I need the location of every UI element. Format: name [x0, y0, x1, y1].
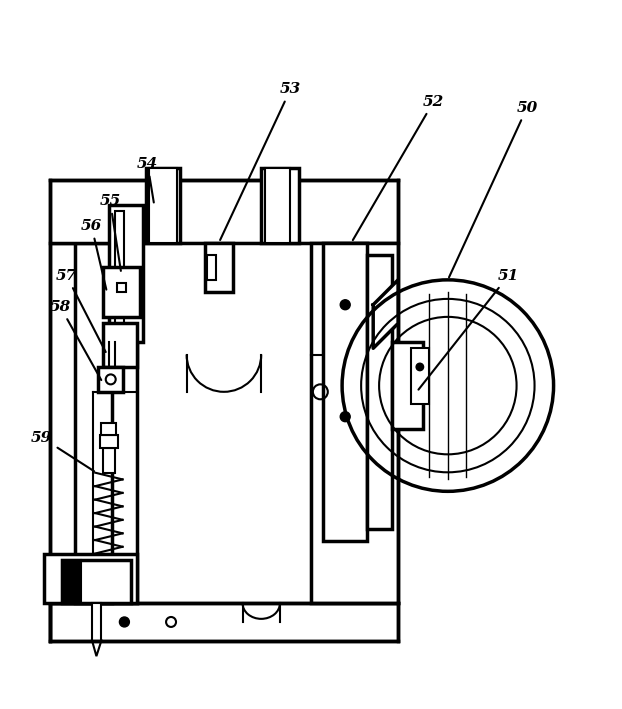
Bar	[205, 242, 233, 292]
Circle shape	[119, 617, 129, 627]
Bar	[75, 242, 112, 603]
Bar	[392, 342, 423, 429]
Bar	[44, 554, 137, 603]
Text: 57: 57	[56, 269, 106, 352]
Bar	[50, 180, 398, 242]
Text: 50: 50	[449, 101, 537, 277]
Polygon shape	[373, 280, 398, 348]
Bar	[103, 323, 137, 367]
Text: 56: 56	[81, 219, 106, 289]
Bar	[115, 211, 124, 336]
Text: 52: 52	[353, 95, 444, 240]
Text: 55: 55	[100, 194, 121, 271]
Bar	[100, 435, 118, 448]
Circle shape	[340, 300, 350, 310]
Text: 53: 53	[220, 82, 301, 240]
Bar	[146, 168, 180, 242]
Bar	[367, 255, 392, 529]
Bar	[265, 168, 290, 242]
Bar	[50, 242, 137, 603]
Bar	[149, 168, 177, 242]
Bar	[103, 448, 115, 473]
Bar	[411, 348, 429, 404]
Bar	[62, 560, 81, 603]
Text: 59: 59	[31, 430, 94, 471]
Bar	[101, 423, 116, 435]
Bar	[207, 255, 216, 280]
Circle shape	[416, 363, 424, 371]
Bar	[92, 603, 101, 641]
Bar	[103, 267, 140, 317]
Bar	[323, 242, 367, 541]
Text: 54: 54	[137, 157, 158, 203]
Bar	[98, 367, 123, 392]
Text: 58: 58	[50, 300, 101, 380]
Bar	[261, 168, 299, 242]
Bar	[311, 242, 398, 603]
Bar	[117, 283, 126, 292]
Bar	[50, 603, 398, 641]
Bar	[109, 205, 143, 342]
Text: 51: 51	[419, 269, 519, 390]
Bar	[62, 560, 131, 603]
Circle shape	[340, 412, 350, 422]
